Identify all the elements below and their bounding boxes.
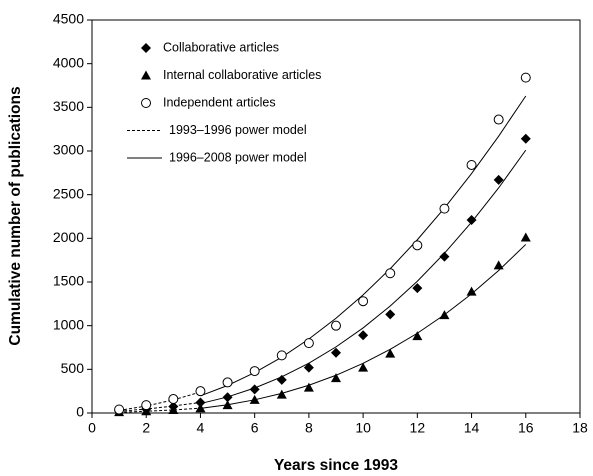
x-tick-label: 8 bbox=[305, 420, 313, 436]
y-tick-label: 4500 bbox=[53, 11, 84, 27]
y-tick-label: 3500 bbox=[53, 98, 84, 114]
x-tick-label: 12 bbox=[410, 420, 426, 436]
diamond-marker bbox=[141, 43, 151, 53]
x-tick-label: 4 bbox=[197, 420, 205, 436]
circle-marker bbox=[276, 350, 287, 361]
diamond-marker bbox=[439, 251, 450, 262]
circle-marker bbox=[466, 159, 477, 170]
circle-marker bbox=[195, 386, 206, 397]
x-tick-label: 14 bbox=[464, 420, 480, 436]
triangle-marker bbox=[520, 232, 531, 242]
circle-marker bbox=[358, 296, 369, 307]
triangle-marker bbox=[493, 260, 504, 270]
y-axis-label: Cumulative number of publications bbox=[7, 86, 24, 345]
circle-marker bbox=[222, 377, 233, 388]
diamond-marker bbox=[466, 214, 477, 225]
triangle-marker bbox=[222, 400, 233, 410]
plot-frame bbox=[91, 19, 581, 414]
circle-marker bbox=[439, 203, 450, 214]
diamond-marker bbox=[493, 174, 504, 185]
legend-label: 1993–1996 power model bbox=[169, 123, 307, 137]
diamond-marker bbox=[303, 362, 314, 373]
y-tick-label: 3000 bbox=[53, 142, 84, 158]
y-tick-label: 1000 bbox=[53, 316, 84, 332]
fit-curve bbox=[119, 391, 201, 411]
diamond-marker bbox=[385, 309, 396, 320]
y-tick-label: 2500 bbox=[53, 185, 84, 201]
y-tick-label: 1500 bbox=[53, 273, 84, 289]
diamond-marker bbox=[331, 347, 341, 358]
triangle-marker bbox=[195, 403, 206, 413]
x-tick-label: 6 bbox=[251, 420, 259, 436]
fit-curve bbox=[119, 402, 201, 412]
circle-marker bbox=[249, 366, 260, 377]
legend-label: Collaborative articles bbox=[163, 40, 279, 54]
triangle-marker bbox=[303, 382, 314, 392]
fit-curve bbox=[119, 407, 201, 413]
triangle-marker bbox=[249, 394, 260, 404]
triangle-marker bbox=[168, 404, 179, 414]
circle-marker bbox=[168, 394, 179, 405]
circle-marker bbox=[493, 114, 504, 125]
circle-marker bbox=[141, 98, 151, 108]
circle-marker bbox=[303, 338, 314, 349]
diamond-marker bbox=[520, 133, 531, 144]
x-tick-label: 16 bbox=[518, 420, 534, 436]
diamond-marker bbox=[249, 384, 260, 395]
x-tick-label: 10 bbox=[355, 420, 371, 436]
y-tick-label: 2000 bbox=[53, 229, 84, 245]
x-axis-label: Years since 1993 bbox=[274, 457, 398, 474]
triangle-marker bbox=[439, 310, 450, 320]
triangle-marker bbox=[141, 406, 152, 416]
circle-marker bbox=[331, 320, 341, 331]
x-tick-label: 18 bbox=[572, 420, 588, 436]
fit-curve bbox=[200, 95, 527, 397]
circle-marker bbox=[520, 72, 531, 83]
triangle-marker bbox=[466, 286, 477, 296]
triangle-marker bbox=[412, 331, 423, 341]
circle-marker bbox=[114, 404, 125, 415]
y-tick-label: 0 bbox=[76, 404, 84, 420]
y-tick-label: 4000 bbox=[53, 54, 84, 70]
legend-label: Independent articles bbox=[163, 95, 276, 109]
circle-marker bbox=[412, 240, 423, 251]
diamond-marker bbox=[222, 392, 233, 403]
diamond-marker bbox=[358, 330, 369, 341]
triangle-marker bbox=[141, 70, 151, 80]
diamond-marker bbox=[412, 283, 423, 294]
triangle-marker bbox=[358, 362, 369, 372]
y-tick-label: 500 bbox=[61, 360, 85, 376]
triangle-marker bbox=[276, 389, 287, 399]
legend-label: 1996–2008 power model bbox=[169, 150, 307, 164]
legend-label: Internal collaborative articles bbox=[163, 68, 321, 82]
circle-marker bbox=[141, 400, 152, 411]
x-tick-label: 0 bbox=[88, 420, 96, 436]
x-tick-label: 2 bbox=[142, 420, 150, 436]
fit-curve bbox=[200, 244, 527, 409]
diamond-marker bbox=[276, 374, 287, 385]
triangle-marker bbox=[331, 373, 341, 383]
diamond-marker bbox=[195, 397, 206, 408]
triangle-marker bbox=[385, 348, 396, 358]
circle-marker bbox=[385, 268, 396, 279]
